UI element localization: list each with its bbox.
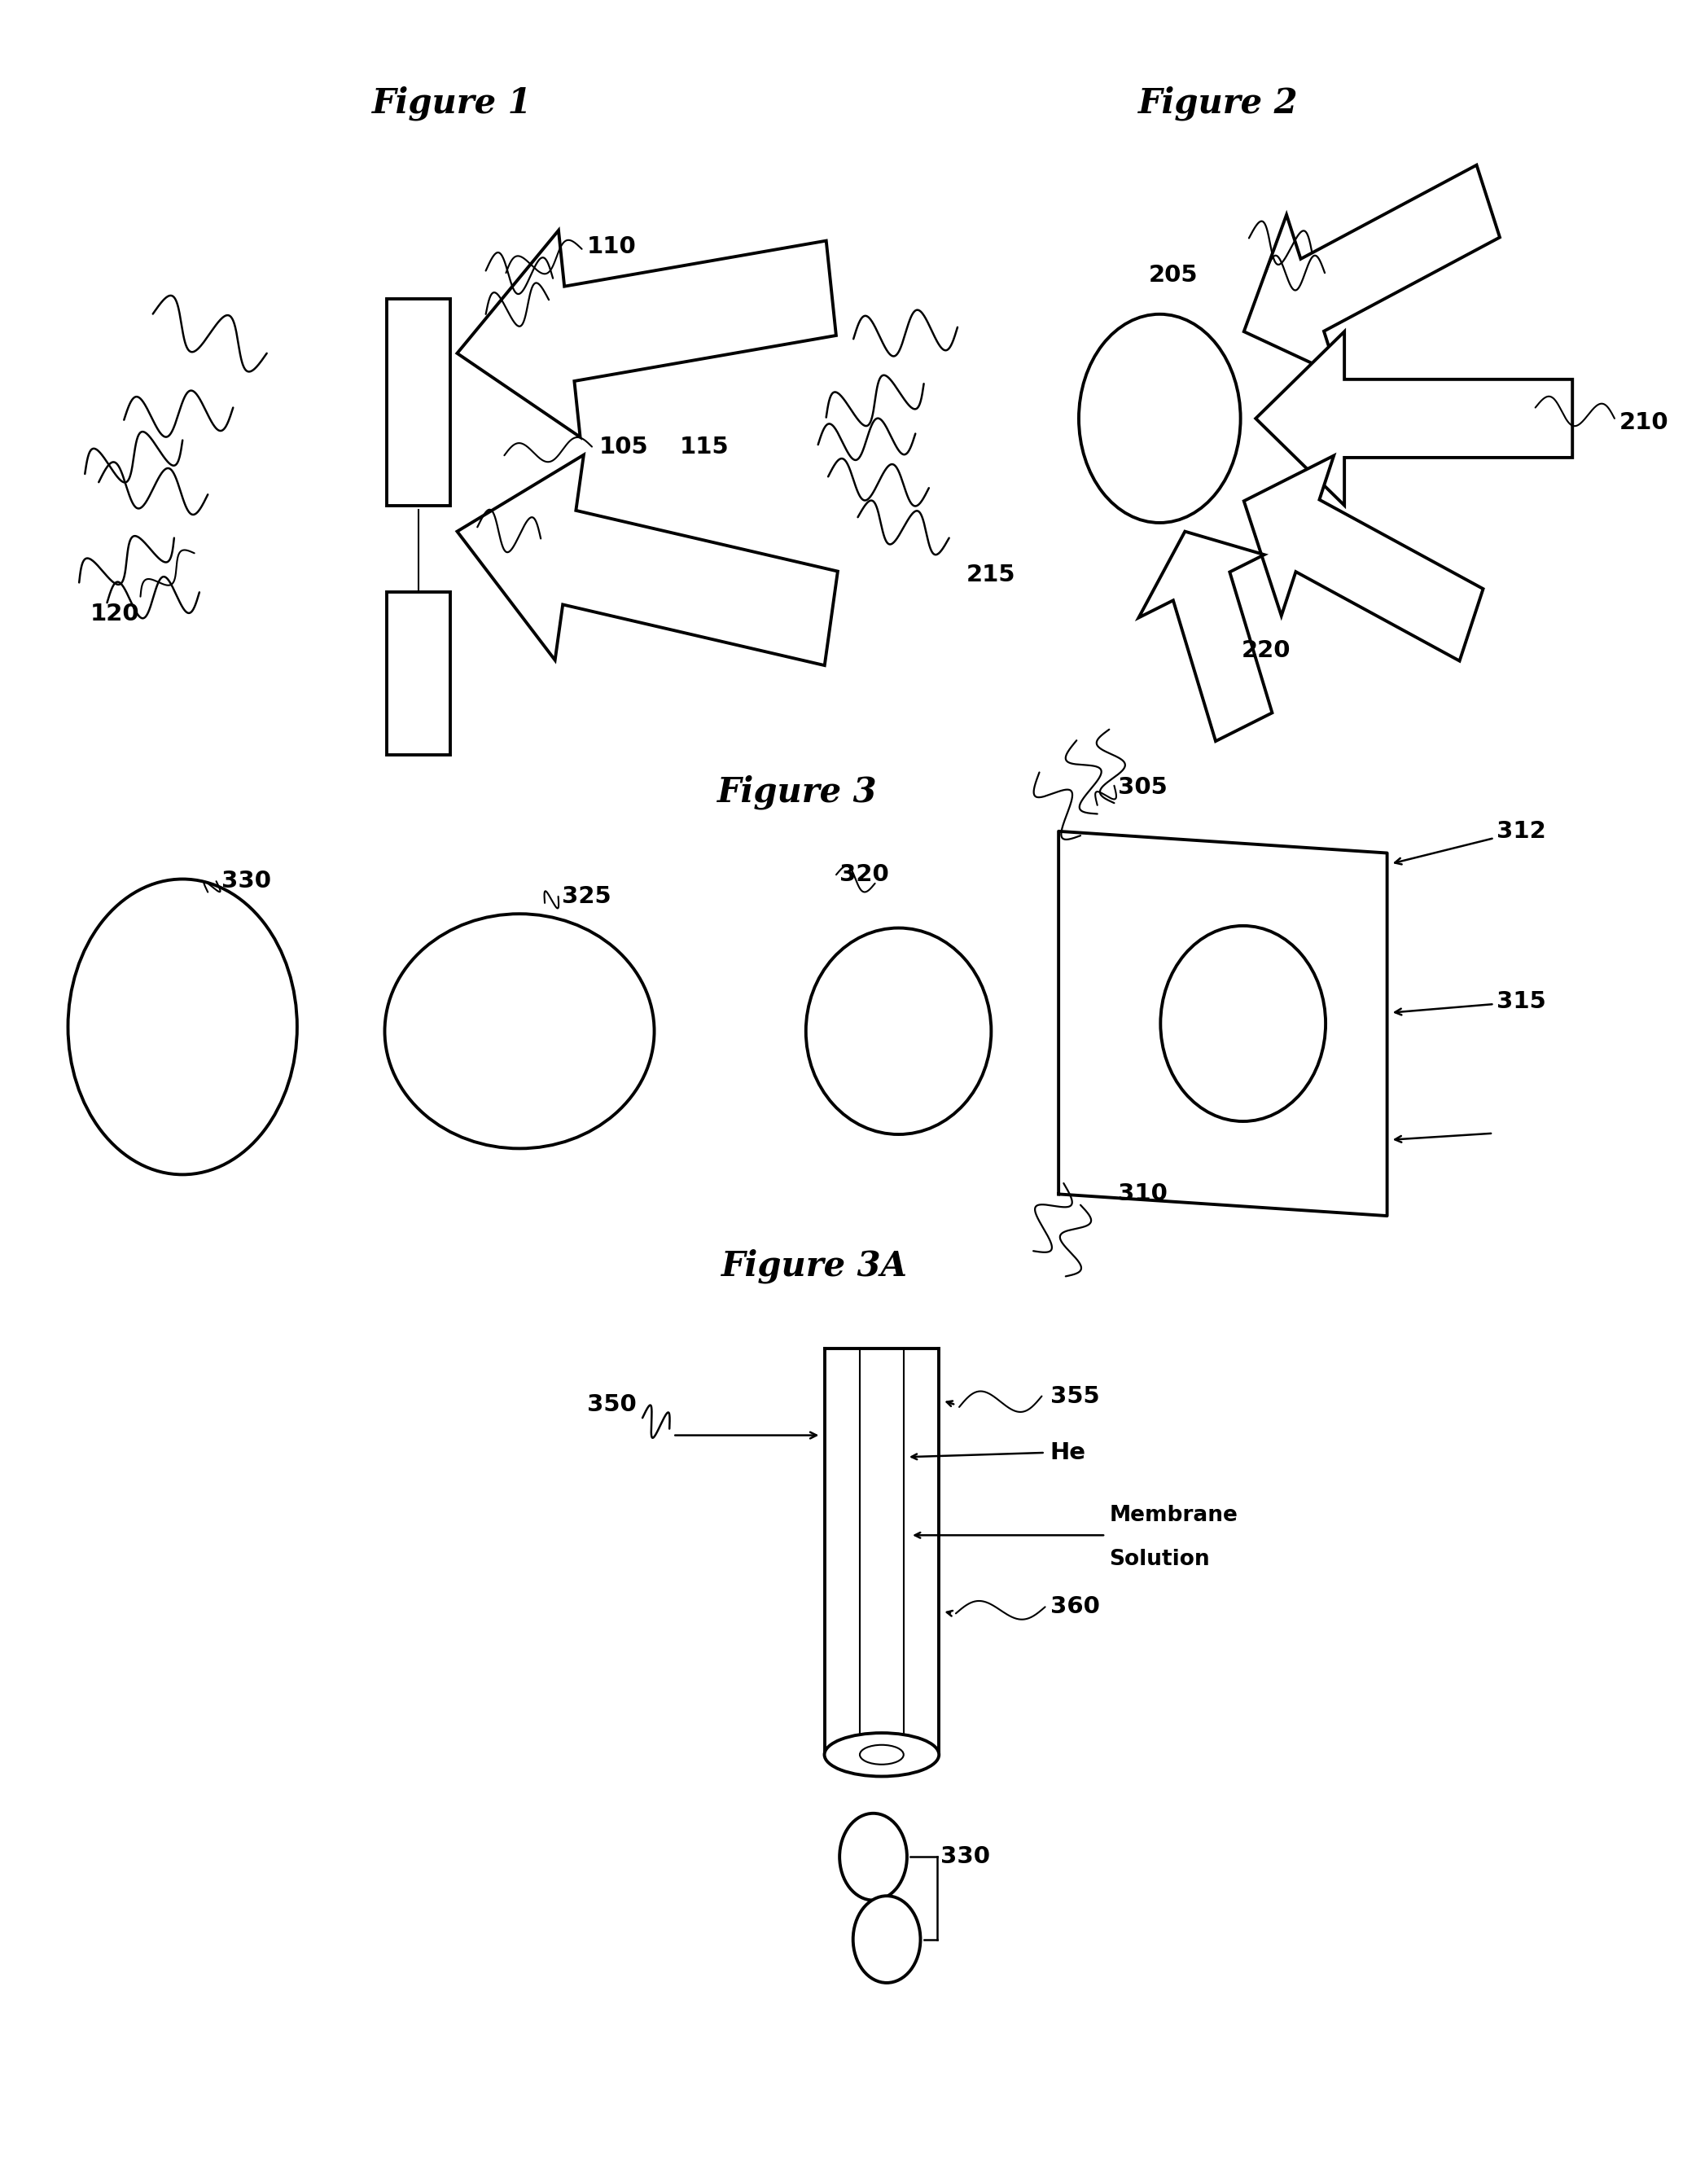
Text: 315: 315	[1396, 989, 1547, 1016]
Text: 305: 305	[1118, 778, 1167, 799]
Text: Membrane: Membrane	[1109, 1505, 1238, 1527]
Circle shape	[1079, 314, 1240, 522]
Text: 312: 312	[1394, 819, 1547, 865]
Text: Solution: Solution	[1109, 1548, 1209, 1570]
Circle shape	[68, 880, 297, 1175]
Text: 120: 120	[90, 603, 139, 625]
Text: 210: 210	[1620, 411, 1669, 435]
Polygon shape	[1243, 166, 1499, 376]
Text: 215: 215	[967, 563, 1016, 585]
Ellipse shape	[806, 928, 990, 1133]
Ellipse shape	[385, 913, 655, 1149]
Polygon shape	[1255, 332, 1572, 505]
Text: 115: 115	[680, 435, 729, 459]
Text: 105: 105	[599, 435, 648, 459]
Text: 330: 330	[220, 869, 271, 893]
Polygon shape	[1138, 531, 1272, 740]
Text: 320: 320	[840, 863, 889, 887]
Text: 325: 325	[561, 885, 611, 909]
Text: 220: 220	[1241, 640, 1291, 662]
Text: 360: 360	[1050, 1597, 1099, 1618]
Circle shape	[853, 1896, 921, 1983]
Ellipse shape	[1160, 926, 1326, 1120]
Polygon shape	[458, 454, 838, 666]
Text: 205: 205	[1148, 264, 1197, 286]
Polygon shape	[458, 229, 836, 437]
Polygon shape	[1243, 456, 1482, 662]
Ellipse shape	[824, 1732, 940, 1776]
Text: He: He	[1050, 1441, 1085, 1463]
Bar	[387, 299, 451, 505]
Text: Figure 1: Figure 1	[371, 85, 533, 120]
Text: Figure 3: Figure 3	[717, 775, 877, 810]
Text: 350: 350	[587, 1393, 638, 1415]
Text: 110: 110	[587, 236, 636, 258]
Text: Figure 2: Figure 2	[1138, 85, 1299, 120]
Bar	[387, 592, 451, 756]
Text: 330: 330	[941, 1845, 990, 1867]
Text: 310: 310	[1118, 1184, 1167, 1206]
Circle shape	[840, 1813, 907, 1900]
Text: 355: 355	[1050, 1385, 1099, 1406]
Ellipse shape	[860, 1745, 904, 1765]
Text: Figure 3A: Figure 3A	[721, 1249, 907, 1284]
